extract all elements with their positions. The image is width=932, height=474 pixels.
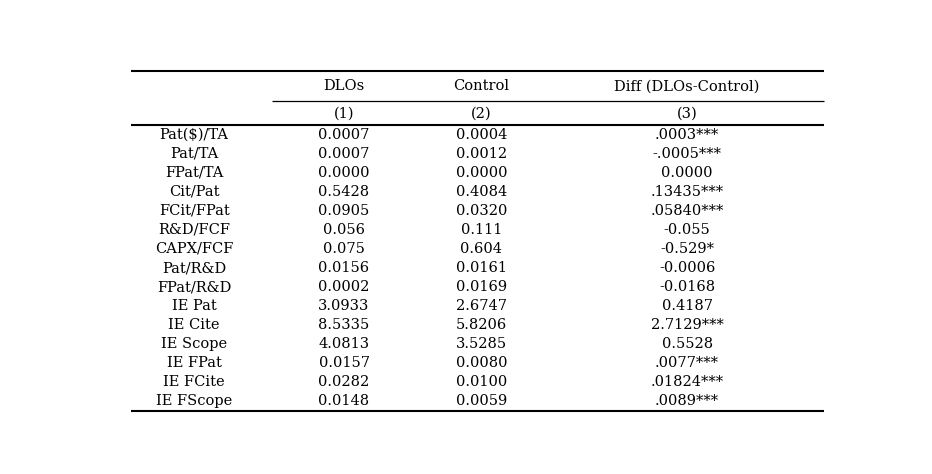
Text: -0.055: -0.055 [664,223,710,237]
Text: 0.0000: 0.0000 [662,166,713,180]
Text: 0.075: 0.075 [323,242,365,256]
Text: (1): (1) [334,106,354,120]
Text: 0.4084: 0.4084 [456,185,507,199]
Text: IE FScope: IE FScope [156,394,232,409]
Text: Pat/TA: Pat/TA [170,147,218,161]
Text: 0.604: 0.604 [460,242,502,256]
Text: FPat/R&D: FPat/R&D [157,280,231,294]
Text: 0.0282: 0.0282 [319,375,370,389]
Text: 5.8206: 5.8206 [456,318,507,332]
Text: IE Cite: IE Cite [169,318,220,332]
Text: .01824***: .01824*** [651,375,723,389]
Text: 0.0059: 0.0059 [456,394,507,409]
Text: FCit/FPat: FCit/FPat [158,204,229,218]
Text: Pat($)/TA: Pat($)/TA [159,128,228,142]
Text: Diff (DLOs-Control): Diff (DLOs-Control) [614,80,760,93]
Text: 0.0100: 0.0100 [456,375,507,389]
Text: -0.0006: -0.0006 [659,261,715,275]
Text: 0.0148: 0.0148 [319,394,370,409]
Text: -0.529*: -0.529* [660,242,714,256]
Text: -.0005***: -.0005*** [652,147,721,161]
Text: 0.0007: 0.0007 [319,147,370,161]
Text: IE Pat: IE Pat [171,299,216,313]
Text: Cit/Pat: Cit/Pat [169,185,219,199]
Text: 0.0000: 0.0000 [318,166,370,180]
Text: 0.5428: 0.5428 [319,185,370,199]
Text: 0.056: 0.056 [323,223,365,237]
Text: Control: Control [453,80,509,93]
Text: (2): (2) [471,106,491,120]
Text: 2.6747: 2.6747 [456,299,507,313]
Text: 0.0905: 0.0905 [319,204,370,218]
Text: 4.0813: 4.0813 [319,337,370,351]
Text: 3.5285: 3.5285 [456,337,507,351]
Text: 0.0320: 0.0320 [456,204,507,218]
Text: .0003***: .0003*** [655,128,720,142]
Text: 8.5335: 8.5335 [319,318,370,332]
Text: 3.0933: 3.0933 [319,299,370,313]
Text: 0.0012: 0.0012 [456,147,507,161]
Text: DLOs: DLOs [323,80,364,93]
Text: 0.0080: 0.0080 [456,356,507,370]
Text: .13435***: .13435*** [651,185,723,199]
Text: .0077***: .0077*** [655,356,720,370]
Text: IE Scope: IE Scope [161,337,227,351]
Text: .0089***: .0089*** [655,394,720,409]
Text: Pat/R&D: Pat/R&D [162,261,226,275]
Text: 0.111: 0.111 [460,223,502,237]
Text: 0.0156: 0.0156 [319,261,370,275]
Text: CAPX/FCF: CAPX/FCF [155,242,233,256]
Text: R&D/FCF: R&D/FCF [158,223,230,237]
Text: 0.4187: 0.4187 [662,299,713,313]
Text: IE FPat: IE FPat [167,356,222,370]
Text: .05840***: .05840*** [651,204,724,218]
Text: 0.0000: 0.0000 [456,166,507,180]
Text: IE FCite: IE FCite [163,375,225,389]
Text: 2.7129***: 2.7129*** [651,318,723,332]
Text: 0.0157: 0.0157 [319,356,369,370]
Text: 0.0002: 0.0002 [319,280,370,294]
Text: 0.0169: 0.0169 [456,280,507,294]
Text: (3): (3) [677,106,697,120]
Text: 0.0161: 0.0161 [456,261,507,275]
Text: FPat/TA: FPat/TA [165,166,224,180]
Text: 0.0004: 0.0004 [456,128,507,142]
Text: -0.0168: -0.0168 [659,280,715,294]
Text: 0.5528: 0.5528 [662,337,713,351]
Text: 0.0007: 0.0007 [319,128,370,142]
